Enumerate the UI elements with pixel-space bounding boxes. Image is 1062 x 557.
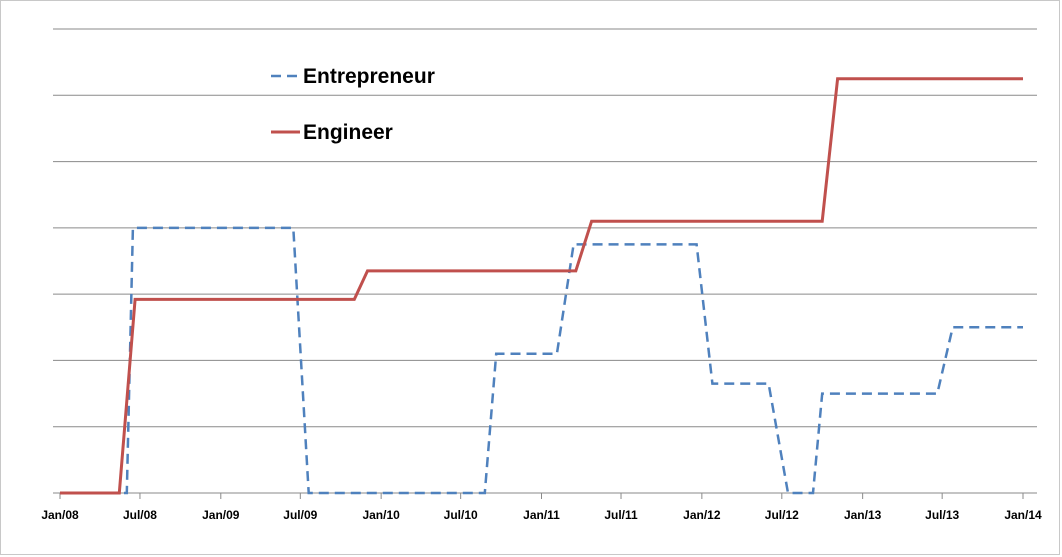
x-tick-label: Jan/11 bbox=[523, 508, 560, 522]
x-tick-label: Jan/12 bbox=[683, 508, 721, 522]
x-tick-label: Jan/10 bbox=[362, 508, 400, 522]
x-tick-label: Jan/08 bbox=[41, 508, 79, 522]
series-line-engineer bbox=[60, 77, 1023, 495]
x-tick-label: Jan/14 bbox=[1004, 508, 1042, 522]
grid-layer bbox=[53, 28, 1037, 428]
x-tick-label: Jul/13 bbox=[925, 508, 959, 522]
legend-label-entrepreneur: Entrepreneur bbox=[303, 65, 435, 88]
series-line-entrepreneur bbox=[60, 226, 1023, 495]
x-tick-label: Jul/12 bbox=[765, 508, 799, 522]
x-tick-label: Jul/10 bbox=[444, 508, 478, 522]
x-tick-label: Jan/09 bbox=[202, 508, 240, 522]
legend-label-engineer: Engineer bbox=[303, 121, 393, 144]
x-tick-label: Jul/09 bbox=[283, 508, 317, 522]
x-tick-label: Jul/11 bbox=[604, 508, 638, 522]
axis-layer: Jan/08 Jul/08 Jan/09 Jul/09 Jan/10 Jul/10 Jan/… bbox=[41, 492, 1042, 522]
legend: Entrepreneur Engineer bbox=[271, 65, 435, 144]
x-tick-label: Jan/13 bbox=[844, 508, 882, 522]
series-layer bbox=[60, 77, 1023, 495]
x-tick-label: Jul/08 bbox=[123, 508, 157, 522]
